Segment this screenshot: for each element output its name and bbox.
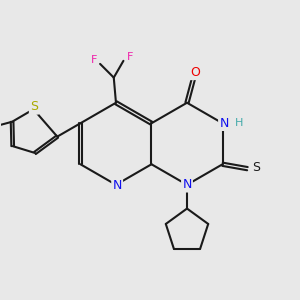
Text: F: F <box>127 52 133 62</box>
Text: N: N <box>112 179 122 192</box>
Text: S: S <box>30 100 38 113</box>
Text: N: N <box>182 178 192 191</box>
Text: O: O <box>190 66 200 79</box>
Text: N: N <box>219 117 229 130</box>
Text: H: H <box>235 118 243 128</box>
Text: F: F <box>90 55 97 65</box>
Text: S: S <box>252 161 260 174</box>
